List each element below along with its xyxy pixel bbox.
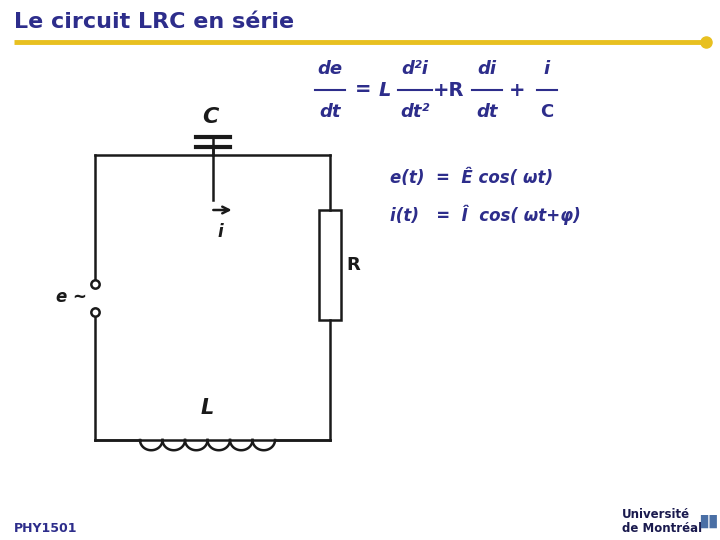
Text: L: L [201,398,214,418]
Text: C: C [202,107,219,127]
Text: i: i [544,60,550,78]
Text: dt²: dt² [400,103,430,121]
Text: Université: Université [622,509,690,522]
Text: i(t)   =  Î  cos( ωt+φ): i(t) = Î cos( ωt+φ) [390,205,581,225]
Text: Le circuit LRC en série: Le circuit LRC en série [14,12,294,32]
Text: =: = [355,80,372,99]
Text: +R: +R [433,80,464,99]
Text: i: i [217,223,223,241]
Text: +: + [509,80,526,99]
Text: dt: dt [319,103,341,121]
Text: de Montréal: de Montréal [622,522,702,535]
Text: R: R [346,256,360,274]
Bar [319,210,341,320]
Text: PHY1501: PHY1501 [14,522,78,535]
Text: e ~: e ~ [56,288,87,307]
Text: d²i: d²i [402,60,428,78]
Text: C: C [541,103,554,121]
Text: ▊▊: ▊▊ [700,515,719,528]
Text: dt: dt [476,103,498,121]
Text: e(t)  =  Ê cos( ωt): e(t) = Ê cos( ωt) [390,169,553,187]
Text: de: de [318,60,343,78]
Text: L: L [379,80,391,99]
Text: di: di [477,60,497,78]
